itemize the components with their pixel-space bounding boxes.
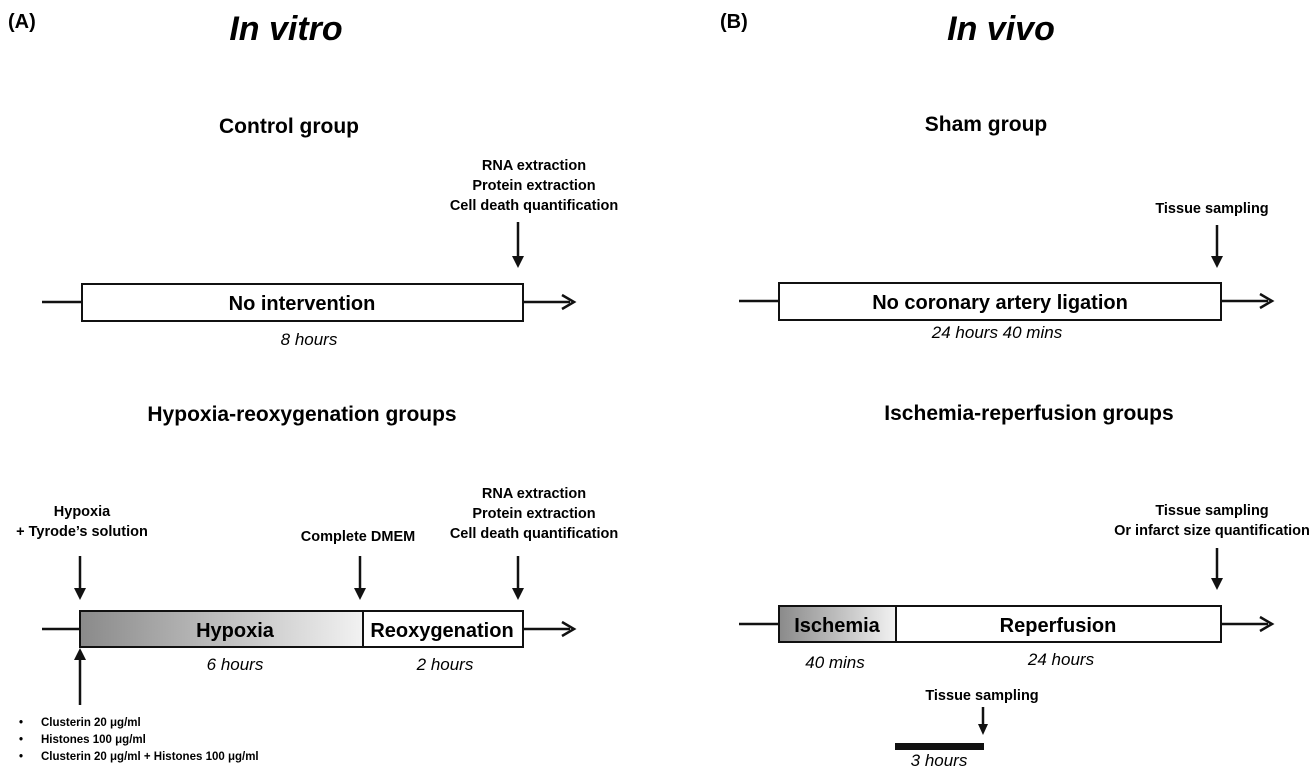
reperfusion-box: [895, 605, 1222, 643]
ir-endpoint-1: Tissue sampling: [1155, 503, 1268, 519]
sham-duration: 24 hours 40 mins: [931, 323, 1063, 342]
treatment-list: • Clusterin 20 μg/ml • Histones 100 μg/m…: [19, 717, 259, 763]
timeline-arrow-icon: [523, 620, 577, 638]
panel-b-label: (B): [720, 11, 748, 33]
reperfusion-duration: 24 hours: [1027, 650, 1095, 669]
hr-start-annotation-1: Hypoxia: [54, 504, 111, 520]
panel-b-title: In vivo: [947, 10, 1055, 48]
up-arrow-icon: [74, 648, 86, 705]
treatment-item-1: Clusterin 20 μg/ml: [41, 717, 141, 729]
reoxygenation-box: [362, 610, 524, 648]
ir-groups-title: Ischemia-reperfusion groups: [884, 402, 1173, 425]
hr-endpoint-2: Protein extraction: [472, 506, 595, 522]
hypoxia-duration: 6 hours: [207, 655, 264, 674]
reoxygenation-label: Reoxygenation: [370, 620, 513, 642]
treatment-bullet: •: [19, 734, 23, 746]
no-ligation-box: [778, 282, 1222, 321]
control-group: Control group RNA extraction Protein ext…: [42, 115, 618, 349]
hr-mid-annotation: Complete DMEM: [301, 529, 415, 545]
down-arrow-icon: [1211, 225, 1223, 268]
no-ligation-label: No coronary artery ligation: [872, 292, 1128, 314]
down-arrow-icon: [512, 556, 524, 600]
control-duration: 8 hours: [281, 330, 338, 349]
treatment-bullet: •: [19, 751, 23, 763]
hr-start-annotation-2: + Tyrode’s solution: [16, 524, 148, 540]
treatment-item-2: Histones 100 μg/ml: [41, 734, 146, 746]
control-endpoint-3: Cell death quantification: [450, 198, 618, 214]
down-arrow-icon: [354, 556, 366, 600]
panel-b: (B) In vivo Sham group Tissue sampling N…: [720, 10, 1310, 769]
ischemia-label: Ischemia: [794, 615, 880, 637]
timeline-arrow-icon: [1221, 615, 1275, 633]
ischemia-duration: 40 mins: [805, 653, 865, 672]
ischemia-box: [778, 605, 897, 643]
ir-endpoint-2: Or infarct size quantification: [1114, 523, 1310, 539]
hr-endpoint-1: RNA extraction: [482, 486, 586, 502]
control-group-title: Control group: [219, 115, 359, 138]
reoxygenation-duration: 2 hours: [416, 655, 474, 674]
hr-endpoint-3: Cell death quantification: [450, 526, 618, 542]
control-endpoint-1: RNA extraction: [482, 158, 586, 174]
down-arrow-icon: [1211, 548, 1223, 590]
control-endpoint-2: Protein extraction: [472, 178, 595, 194]
panel-a-title: In vitro: [229, 10, 342, 48]
panel-a: (A) In vitro Control group RNA extractio…: [8, 10, 618, 763]
treatment-bullet: •: [19, 717, 23, 729]
three-hour-bar: [895, 743, 984, 750]
hr-groups: Hypoxia-reoxygenation groups Hypoxia + T…: [16, 403, 618, 763]
hypoxia-box: [79, 610, 364, 648]
timeline-arrow-icon: [523, 293, 577, 311]
down-arrow-icon: [74, 556, 86, 600]
sham-group-title: Sham group: [925, 113, 1048, 136]
sham-group: Sham group Tissue sampling No coronary a…: [739, 113, 1275, 342]
timeline-arrow-icon: [1221, 292, 1275, 310]
ir-sub-endpoint: Tissue sampling: [925, 688, 1038, 704]
no-intervention-label: No intervention: [229, 293, 376, 315]
panel-a-label: (A): [8, 11, 36, 33]
three-hour-duration: 3 hours: [911, 751, 968, 769]
treatment-item-3: Clusterin 20 μg/ml + Histones 100 μg/ml: [41, 751, 259, 763]
reperfusion-label: Reperfusion: [1000, 615, 1117, 637]
hr-groups-title: Hypoxia-reoxygenation groups: [147, 403, 456, 426]
hypoxia-label: Hypoxia: [196, 620, 275, 642]
ir-groups: Ischemia-reperfusion groups Tissue sampl…: [739, 402, 1310, 769]
down-arrow-icon: [978, 707, 988, 735]
down-arrow-icon: [512, 222, 524, 268]
sham-endpoint: Tissue sampling: [1155, 201, 1268, 217]
